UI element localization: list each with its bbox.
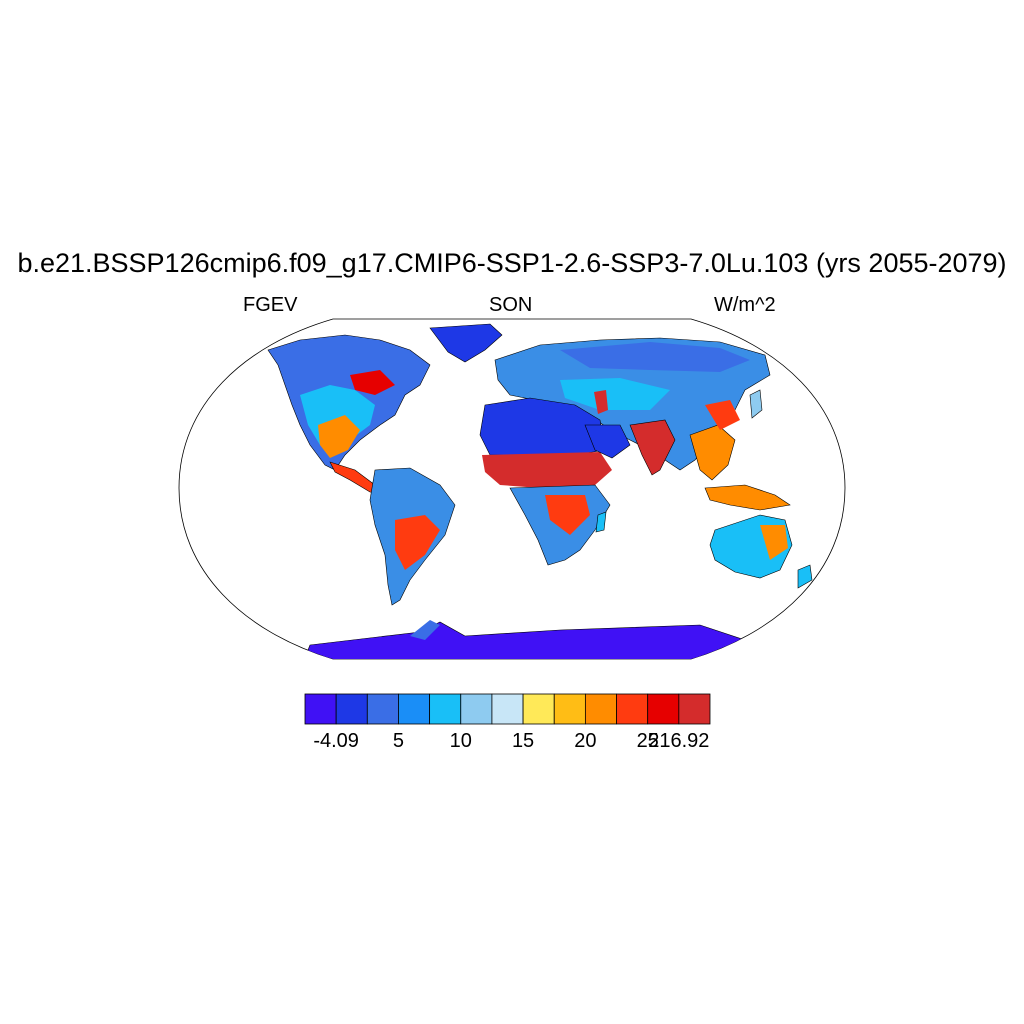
greenland <box>429 323 503 363</box>
africa-south-hot <box>545 495 590 535</box>
colorbar-swatch <box>460 693 493 725</box>
variable-label: FGEV <box>243 294 298 316</box>
colorbar-label: 20 <box>574 730 596 752</box>
china-east-hot <box>705 400 740 430</box>
japan <box>749 389 763 419</box>
caspian-sea <box>594 390 608 414</box>
antarctic-peninsula <box>410 620 440 640</box>
colorbar-label: 216.92 <box>648 730 709 752</box>
colorbar-swatch <box>429 693 462 725</box>
arabia <box>584 424 631 459</box>
colorbar-swatch <box>553 693 586 725</box>
colorbar-swatch <box>678 693 711 725</box>
colorbar-swatch <box>335 693 368 725</box>
south-america-hot <box>395 515 440 570</box>
sahel-hot-band <box>482 452 612 488</box>
us-southeast-hot <box>318 415 360 458</box>
plot-title: b.e21.BSSP126cmip6.f09_g17.CMIP6-SSP1-2.… <box>17 248 1007 278</box>
indonesia <box>704 484 791 511</box>
colorbar-swatch <box>522 693 555 725</box>
colorbar-swatch <box>584 693 617 725</box>
colorbar-label: 15 <box>512 730 534 752</box>
india <box>629 419 676 476</box>
season-label: SON <box>489 294 533 316</box>
colorbar-label: 5 <box>393 730 404 752</box>
colorbar-swatch <box>398 693 431 725</box>
new-zealand <box>797 564 813 589</box>
colorbar-swatch <box>647 693 680 725</box>
colorbar-label: 25 <box>637 730 659 752</box>
colorbar-swatch <box>616 693 649 725</box>
great-lakes-hot <box>350 370 395 395</box>
colorbar-swatch <box>491 693 524 725</box>
colorbar-label: 10 <box>450 730 472 752</box>
siberia-cold <box>560 342 750 372</box>
units-label: W/m^2 <box>714 294 776 316</box>
colorbar-swatch <box>304 693 337 725</box>
central-asia-light <box>560 378 670 410</box>
colorbar-swatch <box>366 693 399 725</box>
australia-east-hot <box>760 525 788 560</box>
madagascar <box>595 511 607 533</box>
colorbar-label: -4.09 <box>313 730 359 752</box>
